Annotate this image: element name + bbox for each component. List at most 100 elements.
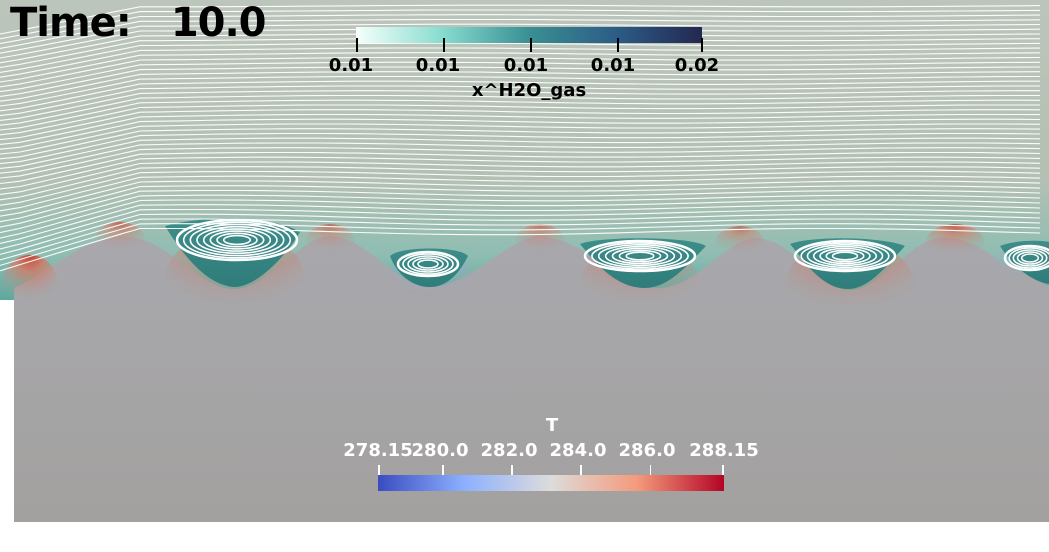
vortex-ring (583, 239, 697, 273)
temperature-tick-label: 282.0 (480, 440, 538, 461)
vortex-ring (604, 245, 676, 267)
streamline (0, 128, 1041, 160)
vortex-ring (793, 239, 897, 273)
streamline (0, 213, 1041, 255)
vortex-ring (1016, 251, 1044, 265)
streamline (0, 104, 1040, 136)
vortex-ring (182, 221, 292, 259)
vortex-ring (1008, 247, 1049, 269)
water-fraction-colorbar: 0.01 0.01 0.01 0.01 0.02 x^H2O_gas (0, 0, 1049, 110)
water-fraction-tick-mark (530, 38, 532, 52)
time-display: Time: 10.0 (10, 0, 267, 46)
vortex-ring (800, 242, 890, 270)
vortex-ring (209, 230, 265, 250)
streamline (0, 137, 1041, 169)
water-fraction-tick-label: 0.01 (328, 55, 374, 76)
vortex-ring (591, 242, 689, 270)
water-fraction-tick-mark (443, 38, 445, 52)
vortex-ring (812, 245, 878, 267)
streamline (0, 151, 1041, 185)
temperature-tick-label: 278.15 (343, 440, 413, 461)
vortex-ring (825, 249, 865, 263)
temperature-tick-mark (442, 465, 444, 479)
water-fraction-tick-label: 0.02 (674, 55, 720, 76)
vortex-ring (806, 243, 884, 269)
streamline (0, 18, 1041, 49)
vortex-ring (407, 255, 449, 273)
vortex-ring (196, 225, 278, 255)
vortex-ring (1020, 253, 1040, 263)
streamline (0, 156, 1041, 190)
streamline (0, 185, 1041, 223)
streamline (0, 204, 1041, 245)
water-fraction-tick-mark (701, 38, 703, 52)
vortex-ring (189, 223, 285, 257)
temperature-tick-mark (511, 465, 513, 479)
streamline (0, 227, 1041, 272)
water-fraction-tick-label: 0.01 (415, 55, 461, 76)
streamline (0, 113, 1041, 145)
streamline (0, 109, 1041, 141)
vortex-ring (402, 253, 454, 275)
vortex-ring (216, 232, 258, 248)
streamline (0, 189, 1041, 228)
vortex-ring (222, 234, 252, 246)
temperature-tick-mark (649, 465, 652, 479)
temperature-tick-mark (580, 465, 582, 479)
temperature-tick-label: 288.15 (689, 440, 759, 461)
streamline (0, 56, 1041, 88)
time-label: Time: (10, 0, 132, 46)
vortex-ring (625, 251, 655, 261)
water-fraction-tick-mark (356, 38, 358, 52)
streamline (0, 23, 1041, 54)
vortex-ring (597, 243, 683, 269)
temperature-tick-label: 284.0 (549, 440, 607, 461)
streamline (0, 9, 1041, 40)
streamline (0, 71, 1041, 102)
streamline (0, 75, 1040, 107)
water-fraction-tick-label: 0.01 (590, 55, 636, 76)
vortex-ring (819, 247, 871, 265)
vortex-ring (831, 251, 859, 261)
water-fraction-colorbar-title: x^H2O_gas (471, 80, 587, 101)
streamline (0, 118, 1041, 150)
vortex-ring (611, 247, 669, 265)
streamline (0, 142, 1041, 174)
streamline (0, 180, 1041, 217)
streamline (0, 85, 1040, 117)
streamline (0, 161, 1041, 195)
streamline (0, 175, 1041, 212)
streamline (0, 123, 1041, 155)
streamline (0, 94, 1040, 126)
streamline (0, 52, 1041, 83)
streamline (0, 218, 1041, 261)
temperature-tick-mark (722, 465, 724, 479)
streamline (0, 199, 1041, 239)
streamline (0, 80, 1040, 112)
streamline (0, 14, 1041, 45)
streamline (0, 47, 1041, 78)
water-fraction-tick-label: 0.01 (503, 55, 549, 76)
water-fraction-tick-mark (617, 38, 619, 52)
streamline (0, 90, 1040, 121)
time-value: 10.0 (170, 0, 267, 46)
water-fraction-colorbar-gradient (356, 27, 702, 43)
streamline (0, 66, 1041, 97)
temperature-tick-label: 286.0 (618, 440, 676, 461)
temperature-colorbar: T 278.15 280.0 282.0 284.0 286.0 288.15 (0, 405, 1049, 505)
streamline (0, 223, 1041, 266)
temperature-tick-mark (378, 465, 380, 479)
streamline (0, 208, 1041, 250)
temperature-colorbar-title: T (545, 415, 559, 436)
vortex-ring (618, 249, 662, 263)
streamline (0, 194, 1041, 234)
streamline (0, 147, 1041, 179)
streamline (0, 4, 1041, 35)
streamline (0, 61, 1041, 93)
streamline (0, 132, 1041, 165)
vortex-ring (1012, 249, 1048, 267)
vortex-ring (202, 228, 272, 252)
streamline (0, 42, 1041, 73)
